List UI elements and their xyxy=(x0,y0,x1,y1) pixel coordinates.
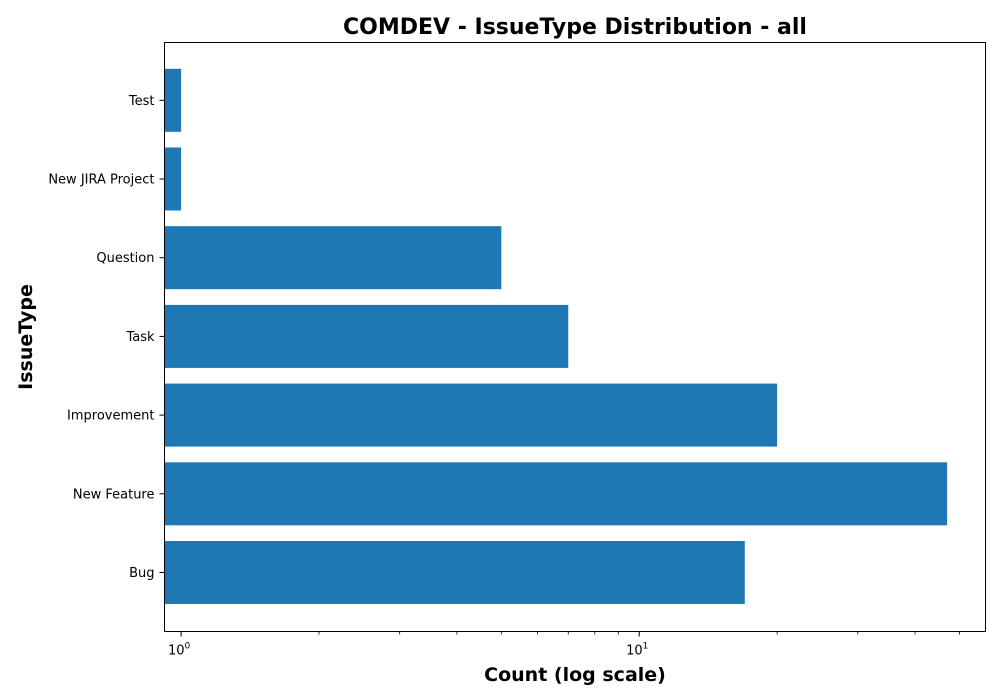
bar-bug xyxy=(164,541,745,604)
bar-task xyxy=(164,304,569,368)
y-tick-label-bug: Bug xyxy=(129,566,154,581)
ticks: Test New JIRA Project Question Task Improvem… xyxy=(48,94,960,659)
bar-new-feature xyxy=(164,462,948,526)
y-axis-label: IssueType xyxy=(15,284,37,390)
bar-improvement xyxy=(164,383,778,447)
y-tick-label-improvement: Improvement xyxy=(67,409,154,424)
plot-frame xyxy=(164,42,986,632)
chart-title: COMDEV - IssueType Distribution - all xyxy=(343,15,807,40)
bar-test xyxy=(164,68,182,132)
y-tick-label-task: Task xyxy=(125,330,155,345)
y-tick-label-new-feature: New Feature xyxy=(73,487,155,502)
y-tick-label-new-jira-project: New JIRA Project xyxy=(48,173,154,188)
x-tick-label: 101 xyxy=(626,642,648,659)
bar-new-jira-project xyxy=(164,147,182,211)
x-tick-label: 100 xyxy=(168,642,191,659)
bars xyxy=(164,68,948,604)
bar-question xyxy=(164,226,502,290)
y-tick-label-question: Question xyxy=(96,251,154,266)
y-tick-label-test: Test xyxy=(128,94,155,109)
x-axis-label: Count (log scale) xyxy=(484,664,666,686)
